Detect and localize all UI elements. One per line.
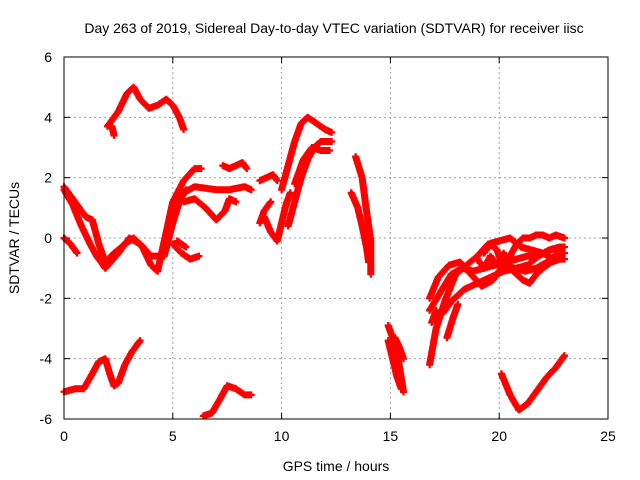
y-tick-label: 0 (44, 230, 52, 246)
x-tick-label: 15 (383, 428, 399, 444)
x-tick-label: 25 (600, 428, 616, 444)
data-points (60, 83, 568, 420)
data-marker (443, 300, 462, 342)
data-marker (278, 113, 336, 194)
y-tick-label: -6 (40, 411, 53, 427)
series-s31 (428, 306, 440, 326)
x-tick-label: 0 (60, 428, 68, 444)
data-marker (256, 171, 281, 185)
data-marker (108, 122, 118, 139)
series-s12 (199, 382, 255, 420)
series-s5 (219, 159, 251, 173)
data-marker (60, 186, 190, 272)
data-marker (384, 337, 405, 393)
data-marker (219, 159, 251, 173)
series-s3 (169, 183, 255, 218)
data-marker (173, 237, 190, 251)
series-s7 (104, 83, 188, 133)
data-marker (199, 382, 255, 420)
series-s30 (497, 352, 568, 414)
series-s15 (256, 198, 275, 227)
axis-ticks: 0 5 10 15 20 25 -6 -4 -2 0 2 4 6 (40, 49, 616, 444)
data-marker (439, 243, 564, 317)
data-marker (391, 334, 407, 363)
data-marker (473, 249, 564, 287)
series-s2 (60, 186, 190, 272)
series-s23 (391, 334, 407, 363)
y-tick-label: 2 (44, 170, 52, 186)
y-tick-label: 4 (44, 109, 52, 125)
chart-title: Day 263 of 2019, Sidereal Day-to-day VTE… (84, 20, 583, 36)
series-s9 (169, 240, 203, 263)
plot-frame (63, 56, 609, 420)
x-axis-label: GPS time / hours (283, 458, 390, 474)
series-s8 (108, 122, 118, 139)
y-tick-label: -2 (40, 290, 53, 306)
series-s22 (384, 337, 405, 393)
data-marker (169, 183, 255, 218)
data-marker (169, 240, 203, 263)
data-marker (428, 306, 440, 326)
series-s10 (173, 237, 190, 251)
series-s27 (439, 243, 564, 317)
series-s18 (291, 144, 333, 188)
series-s32 (443, 300, 462, 342)
x-tick-label: 20 (491, 428, 507, 444)
series-s20 (347, 189, 373, 266)
y-tick-label: 6 (44, 49, 52, 65)
series-s13 (256, 171, 281, 185)
series-s11 (60, 337, 144, 396)
series-s4 (180, 195, 240, 224)
x-tick-label: 10 (274, 428, 290, 444)
data-marker (60, 337, 144, 396)
grid (64, 57, 608, 419)
y-axis-label: SDTVAR / TECUs (6, 182, 22, 294)
series-s16 (278, 113, 336, 194)
data-marker (180, 195, 240, 224)
y-tick-label: -4 (40, 351, 53, 367)
data-marker (347, 189, 373, 266)
data-marker (256, 198, 275, 227)
data-marker (291, 144, 333, 188)
series-s29 (473, 249, 564, 287)
data-marker (497, 352, 568, 414)
x-tick-label: 5 (169, 428, 177, 444)
data-marker (104, 83, 188, 133)
